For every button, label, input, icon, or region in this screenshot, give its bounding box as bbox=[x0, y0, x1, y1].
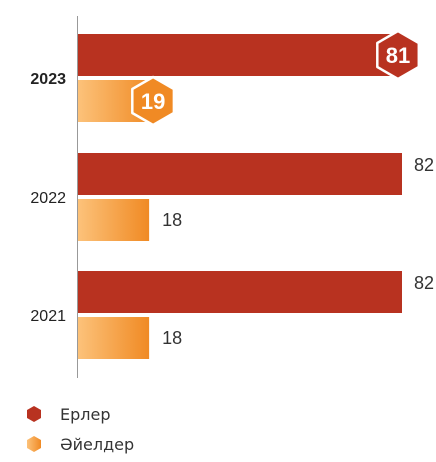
hexagon-icon-men bbox=[27, 406, 41, 422]
bar-women-2021 bbox=[78, 317, 150, 359]
legend: Ерлер Әйелдер bbox=[26, 402, 134, 462]
category-label-2022: 2022 bbox=[30, 190, 66, 207]
category-label-2021: 2021 bbox=[30, 308, 66, 325]
bar-men-2021 bbox=[78, 271, 402, 313]
value-badge-men-2023 bbox=[376, 29, 421, 81]
legend-item-men: Ерлер bbox=[26, 402, 134, 426]
legend-label-men: Ерлер bbox=[60, 404, 111, 424]
value-label-men-2023: 81 bbox=[386, 43, 410, 68]
value-label-women-2022: 18 bbox=[162, 210, 182, 230]
bar-women-2022 bbox=[78, 199, 150, 241]
category-label-2023: 2023 bbox=[30, 71, 66, 88]
value-label-women-2023: 19 bbox=[141, 89, 165, 114]
value-label-women-2021: 18 bbox=[162, 328, 182, 348]
bar-men-2023 bbox=[78, 34, 399, 76]
legend-item-women: Әйелдер bbox=[26, 432, 134, 456]
bar-men-2022 bbox=[78, 153, 402, 195]
hexagon-icon-women bbox=[27, 436, 41, 452]
value-label-men-2021: 82 bbox=[414, 273, 434, 293]
legend-label-women: Әйелдер bbox=[60, 434, 135, 454]
value-label-men-2022: 82 bbox=[414, 155, 434, 175]
bar-chart: 81 19 2023 82 18 2022 82 18 2021 bbox=[30, 16, 434, 378]
value-badge-women-2023 bbox=[131, 75, 176, 127]
